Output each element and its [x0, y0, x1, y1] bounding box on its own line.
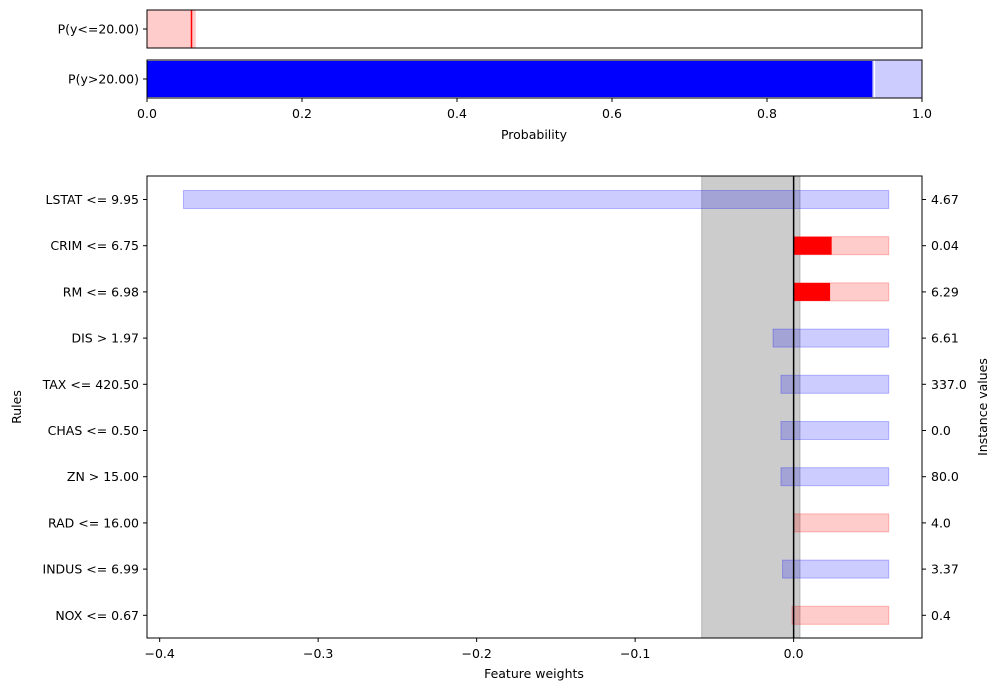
instance-values-axis-label: Instance values	[975, 358, 990, 456]
rule-interval-band	[780, 374, 890, 394]
instance-value-label: 0.0	[931, 423, 951, 438]
probability-panel: P(y<=20.00) P(y>20.00) 0.0 0.2 0.4 0.6 0.8 1.0…	[58, 9, 932, 142]
probability-y-ticks: P(y<=20.00) P(y>20.00)	[58, 22, 147, 87]
rule-label: LSTAT <= 9.95	[45, 192, 139, 207]
feature-weights-x-axis-label: Feature weights	[484, 666, 584, 681]
probability-bars	[146, 9, 923, 99]
rule-interval-band	[782, 559, 890, 579]
probability-x-ticks: 0.0 0.2 0.4 0.6 0.8 1.0	[137, 98, 932, 121]
instance-value-label: 4.67	[931, 192, 959, 207]
rule-interval-band	[793, 513, 890, 533]
instance-value-label: 80.0	[931, 469, 959, 484]
rule-interval-band	[182, 190, 890, 209]
probability-x-axis-label: Probability	[501, 127, 568, 142]
rule-interval-band	[780, 421, 890, 440]
feature-weight-x-ticks: −0.4 −0.3 −0.2 −0.1 0.0	[144, 638, 804, 661]
instance-value-label: 4.0	[931, 515, 951, 530]
rule-interval-band	[780, 467, 890, 487]
feature-weight-x-tick-label: −0.1	[620, 646, 650, 661]
probability-x-tick-label: 0.0	[137, 106, 157, 121]
feature-weight-bars	[182, 175, 890, 639]
instance-value-ticks: 4.67 0.04 6.29 6.61 337.0 0.0 80.0 4.0 3.37 0.4	[922, 192, 967, 623]
instance-value-label: 6.29	[931, 284, 959, 299]
instance-value-label: 0.04	[931, 238, 959, 253]
probability-bar-high-value	[147, 61, 873, 97]
probability-x-tick-label: 0.4	[447, 106, 467, 121]
baseline-uncertainty-band	[701, 175, 801, 639]
rule-label: INDUS <= 6.99	[43, 562, 140, 577]
rule-label: RM <= 6.98	[63, 284, 139, 299]
instance-value-label: 0.4	[931, 608, 951, 623]
rule-weight-bar	[793, 282, 831, 301]
rule-label: DIS > 1.97	[72, 331, 140, 346]
feature-weights-plot-frame	[146, 175, 923, 639]
probability-x-tick-label: 0.8	[757, 106, 777, 121]
instance-value-label: 337.0	[931, 377, 967, 392]
feature-weight-x-tick-label: −0.2	[461, 646, 491, 661]
probability-bar-low-band	[147, 10, 196, 48]
rule-interval-band	[772, 328, 890, 348]
rule-label: TAX <= 420.50	[42, 377, 139, 392]
probability-y-tick-label: P(y>20.00)	[68, 72, 139, 87]
rule-label: ZN > 15.00	[67, 469, 139, 484]
rule-label: NOX <= 0.67	[55, 608, 139, 623]
probability-x-tick-label: 0.6	[602, 106, 622, 121]
feature-weight-x-tick-label: −0.4	[144, 646, 174, 661]
rule-weight-bar	[793, 236, 832, 255]
feature-weight-x-tick-label: 0.0	[784, 646, 804, 661]
feature-weights-panel: LSTAT <= 9.95 CRIM <= 6.75 RM <= 6.98 DIS >…	[9, 175, 990, 681]
rule-interval-band	[791, 605, 890, 625]
rule-label: CRIM <= 6.75	[50, 238, 139, 253]
rule-y-ticks: LSTAT <= 9.95 CRIM <= 6.75 RM <= 6.98 DIS >…	[42, 192, 147, 623]
feature-weight-x-tick-label: −0.3	[303, 646, 333, 661]
instance-value-label: 6.61	[931, 331, 959, 346]
probability-y-tick-label: P(y<=20.00)	[58, 22, 139, 37]
instance-value-label: 3.37	[931, 562, 959, 577]
probability-row-frame	[146, 9, 923, 49]
probability-x-tick-label: 0.2	[292, 106, 312, 121]
rules-y-axis-label: Rules	[9, 390, 24, 424]
rule-label: RAD <= 16.00	[48, 515, 139, 530]
probability-x-tick-label: 1.0	[912, 106, 932, 121]
rule-label: CHAS <= 0.50	[48, 423, 139, 438]
